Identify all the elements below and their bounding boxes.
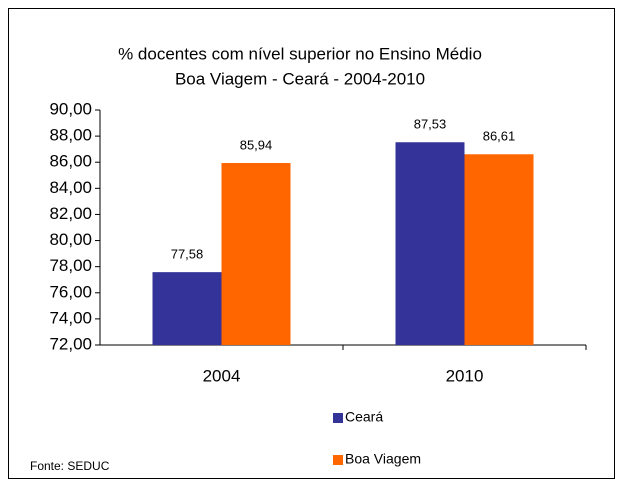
value-label: 86,61 <box>483 129 516 144</box>
y-tick-label: 84,00 <box>49 178 92 197</box>
y-tick-label: 86,00 <box>49 152 92 171</box>
legend-label: Boa Viagem <box>345 451 421 467</box>
y-tick-label: 82,00 <box>49 204 92 223</box>
y-tick-label: 72,00 <box>49 334 92 353</box>
value-label: 77,58 <box>171 247 204 262</box>
legend-label: Ceará <box>345 409 383 425</box>
y-tick-label: 78,00 <box>49 256 92 275</box>
y-tick-label: 80,00 <box>49 230 92 249</box>
chart-title: % docentes com nível superior no Ensino … <box>118 44 482 63</box>
y-tick-label: 88,00 <box>49 126 92 145</box>
x-tick-label: 2004 <box>203 366 241 385</box>
x-tick-label: 2010 <box>446 366 484 385</box>
y-tick-label: 90,00 <box>49 99 92 118</box>
value-label: 85,94 <box>240 137 273 152</box>
y-tick-label: 74,00 <box>49 308 92 327</box>
bar <box>152 272 222 345</box>
legend-swatch <box>333 455 343 465</box>
bar <box>221 163 291 345</box>
value-label: 87,53 <box>414 117 447 132</box>
source-note: Fonte: SEDUC <box>30 459 110 473</box>
bar <box>395 142 465 345</box>
y-tick-label: 76,00 <box>49 282 92 301</box>
legend-swatch <box>333 413 343 423</box>
chart-subtitle: Boa Viagem - Ceará - 2004-2010 <box>175 69 425 88</box>
bar <box>464 154 534 345</box>
